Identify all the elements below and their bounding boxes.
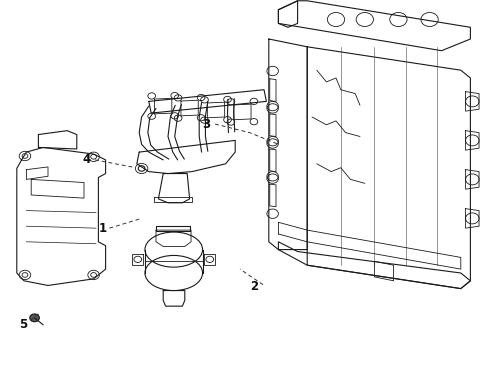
Circle shape	[30, 314, 39, 322]
Text: 3: 3	[203, 118, 210, 131]
Text: 1: 1	[99, 222, 107, 235]
Text: 4: 4	[82, 153, 91, 167]
Text: 2: 2	[251, 280, 258, 293]
Text: 5: 5	[19, 318, 27, 331]
